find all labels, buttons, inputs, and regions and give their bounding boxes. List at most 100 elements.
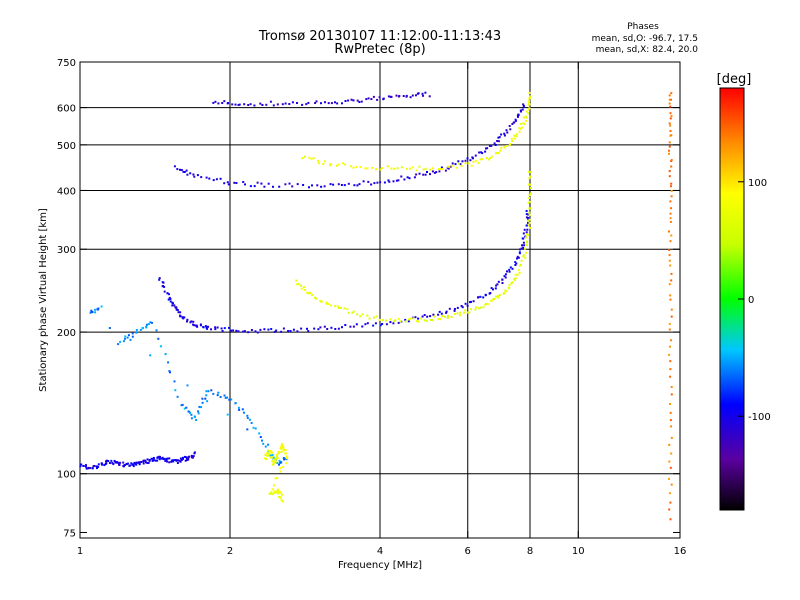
data-point bbox=[280, 445, 283, 448]
data-point bbox=[223, 100, 226, 103]
data-point bbox=[351, 311, 354, 314]
data-point bbox=[110, 459, 113, 462]
data-point bbox=[85, 465, 87, 468]
data-point bbox=[113, 459, 116, 462]
data-point bbox=[669, 518, 672, 521]
data-point bbox=[252, 426, 255, 429]
data-point bbox=[389, 318, 392, 321]
data-point bbox=[292, 328, 295, 331]
data-point bbox=[670, 165, 673, 168]
data-point bbox=[261, 439, 263, 442]
data-point bbox=[415, 173, 418, 176]
data-point bbox=[670, 182, 673, 185]
data-point bbox=[528, 197, 531, 199]
data-point bbox=[669, 345, 671, 348]
data-point bbox=[528, 211, 531, 214]
data-point bbox=[390, 167, 393, 170]
y-ticks: 75 100 200 300 400 500 600 750 bbox=[57, 58, 680, 539]
data-point bbox=[192, 320, 195, 323]
data-point bbox=[670, 272, 673, 275]
data-point bbox=[311, 184, 313, 187]
data-point bbox=[392, 180, 395, 183]
data-point bbox=[670, 386, 673, 388]
data-point bbox=[186, 320, 188, 323]
data-point bbox=[146, 458, 149, 461]
data-point bbox=[496, 140, 499, 142]
data-point bbox=[327, 102, 330, 105]
data-point bbox=[417, 317, 420, 320]
data-point bbox=[529, 207, 532, 210]
data-point bbox=[273, 491, 276, 494]
data-point bbox=[234, 402, 237, 404]
x-axis-label: Frequency [MHz] bbox=[338, 560, 422, 571]
data-point bbox=[497, 140, 500, 143]
data-point bbox=[274, 460, 277, 463]
data-point bbox=[668, 283, 671, 286]
data-point bbox=[403, 178, 406, 181]
data-point bbox=[508, 268, 511, 271]
data-point bbox=[210, 389, 213, 392]
data-point bbox=[327, 303, 330, 305]
data-point bbox=[667, 230, 670, 233]
data-point bbox=[219, 396, 222, 398]
data-point bbox=[138, 463, 141, 466]
data-point bbox=[243, 103, 246, 106]
data-point bbox=[217, 102, 220, 105]
data-point bbox=[458, 162, 461, 165]
data-point bbox=[147, 461, 150, 464]
data-point bbox=[243, 330, 246, 333]
data-point bbox=[260, 182, 263, 185]
data-point bbox=[670, 279, 673, 282]
data-point bbox=[269, 100, 272, 103]
data-point bbox=[490, 155, 493, 158]
data-point bbox=[163, 457, 166, 460]
data-point bbox=[136, 461, 139, 464]
colorbar-ticks: 100 0 -100 bbox=[738, 178, 771, 423]
data-point bbox=[97, 465, 100, 468]
data-point bbox=[498, 136, 501, 139]
data-point bbox=[506, 270, 508, 273]
data-point bbox=[193, 451, 196, 454]
data-point bbox=[518, 127, 521, 130]
data-point bbox=[356, 184, 359, 187]
data-point bbox=[159, 455, 161, 458]
data-point bbox=[518, 130, 521, 133]
data-point bbox=[168, 293, 170, 296]
data-point bbox=[179, 460, 182, 463]
data-point bbox=[498, 294, 501, 296]
data-point bbox=[152, 457, 155, 459]
data-point bbox=[344, 163, 347, 166]
data-point bbox=[514, 118, 517, 121]
data-point bbox=[166, 457, 169, 460]
data-point bbox=[267, 328, 270, 331]
data-point bbox=[510, 282, 513, 285]
data-point bbox=[469, 159, 472, 162]
data-point bbox=[461, 160, 464, 163]
data-point bbox=[418, 165, 421, 168]
data-point bbox=[221, 330, 224, 332]
data-point bbox=[669, 360, 672, 363]
data-point bbox=[277, 450, 280, 453]
data-point bbox=[146, 462, 149, 464]
data-point bbox=[501, 282, 504, 284]
data-point bbox=[284, 449, 287, 451]
x-ticks: 1 2 4 6 8 10 16 bbox=[77, 62, 686, 557]
data-point bbox=[669, 212, 672, 215]
data-point bbox=[214, 326, 217, 329]
data-point bbox=[529, 171, 532, 174]
data-point bbox=[346, 308, 349, 311]
data-point bbox=[495, 152, 498, 154]
data-point bbox=[300, 284, 302, 287]
data-point bbox=[189, 412, 192, 414]
data-point bbox=[179, 314, 182, 317]
data-point bbox=[422, 173, 425, 176]
data-point bbox=[284, 183, 287, 186]
data-point bbox=[282, 448, 285, 451]
data-point bbox=[304, 155, 306, 158]
data-point bbox=[235, 182, 238, 184]
data-point bbox=[670, 134, 673, 137]
data-point bbox=[237, 330, 240, 333]
data-point bbox=[470, 300, 472, 303]
data-point bbox=[528, 107, 531, 110]
data-point bbox=[456, 312, 459, 315]
